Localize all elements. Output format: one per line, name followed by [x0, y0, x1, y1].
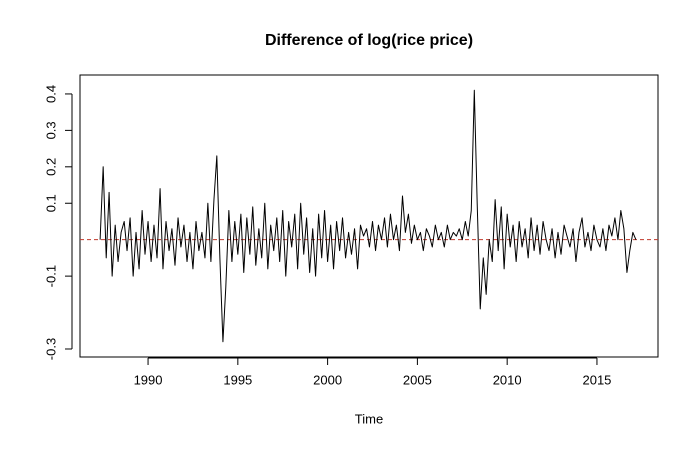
- plot-box: [79, 74, 659, 358]
- chart-title: Difference of log(rice price): [265, 32, 473, 49]
- y-tick-label: -0.3: [43, 338, 58, 360]
- x-tick-label: 2015: [582, 372, 611, 387]
- y-tick-label: 0.4: [43, 85, 58, 103]
- y-tick-label: 0.1: [43, 194, 58, 212]
- data-line: [99, 89, 637, 343]
- x-tick-label: 1990: [134, 372, 163, 387]
- x-tick-label: 2000: [313, 372, 342, 387]
- y-tick-label: 0.2: [43, 158, 58, 176]
- y-tick-label: -0.1: [43, 265, 58, 287]
- y-tick-label: 0.3: [43, 121, 58, 139]
- x-tick-label: 2010: [493, 372, 522, 387]
- x-tick-label: 1995: [223, 372, 252, 387]
- x-axis-label: Time: [355, 411, 383, 426]
- x-tick-label: 2005: [403, 372, 432, 387]
